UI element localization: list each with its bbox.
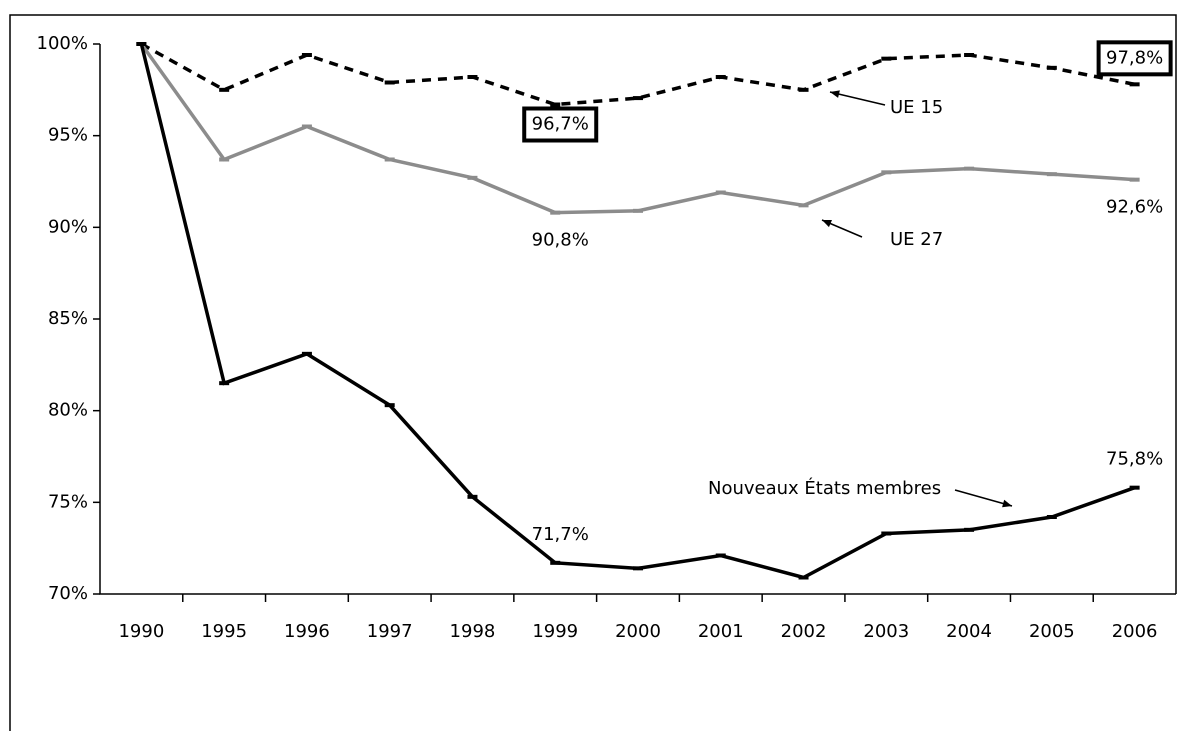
outer-frame [9,14,1177,731]
series-line [140,42,1135,107]
x-tick-label: 2003 [863,621,909,642]
x-tick-label: 2002 [781,621,827,642]
y-tick-label: 80% [48,400,88,421]
x-tick-label: 1998 [450,621,496,642]
data-label: 75,8% [1106,449,1163,470]
y-tick-label: 85% [48,308,88,329]
data-label: 92,6% [1106,197,1163,218]
data-label: 96,7% [532,114,589,135]
axes [99,44,1176,595]
series-line [139,43,1136,580]
annotation-arrowhead [1002,499,1012,508]
data-label: 97,8% [1106,47,1163,68]
x-tick-label: 2006 [1112,621,1158,642]
annotation-arrow [954,489,1013,507]
series-annotation: UE 27 [890,229,943,250]
series-annotation: UE 15 [890,97,943,118]
annotation-arrowhead [830,90,840,98]
x-tick-label: 1995 [201,621,247,642]
x-tick-label: 2004 [946,621,992,642]
series-line [139,42,1135,215]
y-tick-label: 95% [48,125,88,146]
y-tick-label: 70% [48,583,88,604]
data-label: 71,7% [532,524,589,545]
x-tick-label: 1996 [284,621,330,642]
data-label: 90,8% [532,230,589,251]
x-tick-label: 1997 [367,621,413,642]
x-tick-label: 1990 [118,621,164,642]
x-tick-label: 2001 [698,621,744,642]
y-tick-label: 75% [48,491,88,512]
x-tick-label: 2005 [1029,621,1075,642]
y-tick-label: 90% [48,216,88,237]
label-box [522,106,599,143]
y-tick-label: 100% [37,33,88,54]
x-tick-label: 1999 [532,621,578,642]
series-annotation: Nouveaux États membres [708,477,941,499]
annotation-arrowhead [822,220,832,228]
x-tick-label: 2000 [615,621,661,642]
annotation-arrow [829,91,886,106]
label-box [1096,40,1173,77]
